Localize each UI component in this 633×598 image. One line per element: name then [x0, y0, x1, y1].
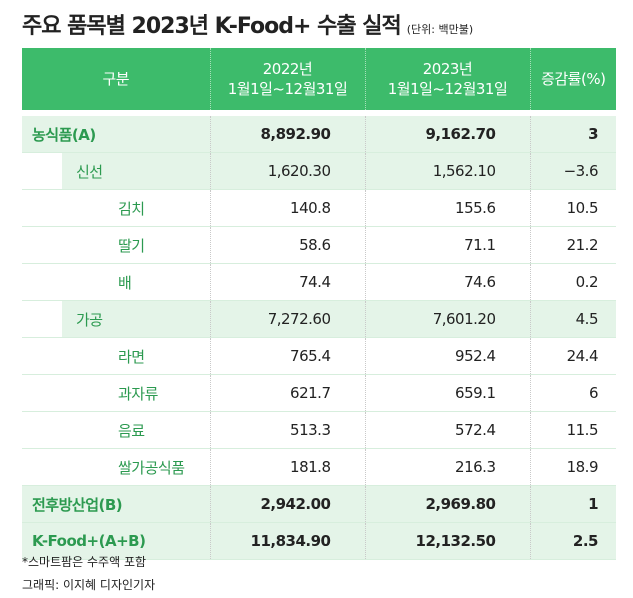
- change-rate: 4.5: [529, 300, 616, 338]
- table-row: 농식품(A) 8,892.90 9,162.70 3: [22, 110, 616, 153]
- change-rate: 0.2: [529, 263, 616, 301]
- export-value: 1,620.30: [209, 152, 365, 190]
- export-value: 765.4: [209, 337, 365, 375]
- table-body: 농식품(A) 8,892.90 9,162.70 3 신선 1,620.30 1,562.1…: [22, 110, 616, 560]
- header-cell: 2022년 1월1일~12월31일: [209, 48, 365, 113]
- row-label: 과자류: [22, 374, 210, 412]
- row-label: 신선: [22, 152, 210, 190]
- row-label: 음료: [22, 411, 210, 449]
- export-value: 952.4: [364, 337, 530, 375]
- export-value: 2,942.00: [209, 485, 365, 523]
- change-rate: 1: [529, 485, 616, 523]
- export-table: 구분 2022년 1월1일~12월31일 2023년 1월1일~12월31일 증감률…: [22, 48, 616, 560]
- export-value: 216.3: [364, 448, 530, 486]
- header-line: 2023년: [422, 60, 473, 78]
- table-row: 라면 765.4 952.4 24.4: [22, 337, 616, 375]
- export-value: 74.6: [364, 263, 530, 301]
- export-value: 58.6: [209, 226, 365, 264]
- export-value: 8,892.90: [209, 110, 365, 153]
- export-value: 71.1: [364, 226, 530, 264]
- table-row: 신선 1,620.30 1,562.10 −3.6: [22, 152, 616, 190]
- row-label: 가공: [22, 300, 210, 338]
- table-row: 전후방산업(B) 2,942.00 2,969.80 1: [22, 485, 616, 523]
- title-text: 주요 품목별 2023년 K-Food+ 수출 실적: [22, 14, 402, 39]
- change-rate: 18.9: [529, 448, 616, 486]
- header-cell: 2023년 1월1일~12월31일: [364, 48, 530, 113]
- row-label: 쌀가공식품: [22, 448, 210, 486]
- change-rate: 24.4: [529, 337, 616, 375]
- row-label: 딸기: [22, 226, 210, 264]
- export-value: 9,162.70: [364, 110, 530, 153]
- row-label: 전후방산업(B): [22, 485, 210, 523]
- table-row: K-Food+(A+B) 11,834.90 12,132.50 2.5: [22, 522, 616, 560]
- row-label: 라면: [22, 337, 210, 375]
- header-line: 2022년: [262, 60, 313, 78]
- change-rate: 21.2: [529, 226, 616, 264]
- export-value: 140.8: [209, 189, 365, 227]
- export-value: 659.1: [364, 374, 530, 412]
- export-value: 513.3: [209, 411, 365, 449]
- row-label: K-Food+(A+B): [22, 522, 210, 560]
- export-value: 1,562.10: [364, 152, 530, 190]
- export-value: 181.8: [209, 448, 365, 486]
- export-value: 12,132.50: [364, 522, 530, 560]
- export-value: 155.6: [364, 189, 530, 227]
- export-value: 572.4: [364, 411, 530, 449]
- row-label: 배: [22, 263, 210, 301]
- export-value: 7,272.60: [209, 300, 365, 338]
- export-value: 2,969.80: [364, 485, 530, 523]
- header-row: 구분 2022년 1월1일~12월31일 2023년 1월1일~12월31일 증감률…: [22, 48, 616, 113]
- credit: 그래픽: 이지혜 디자인기자: [22, 578, 156, 592]
- change-rate: 11.5: [529, 411, 616, 449]
- header-cell: 구분: [22, 48, 210, 113]
- change-rate: 2.5: [529, 522, 616, 560]
- unit: (단위: 백만불): [406, 23, 474, 36]
- table-row: 쌀가공식품 181.8 216.3 18.9: [22, 448, 616, 486]
- footnote: *스마트팜은 수주액 포함: [22, 555, 147, 569]
- table-row: 음료 513.3 572.4 11.5: [22, 411, 616, 449]
- table-row: 딸기 58.6 71.1 21.2: [22, 226, 616, 264]
- title: 주요 품목별 2023년 K-Food+ 수출 실적 (단위: 백만불): [22, 8, 473, 40]
- change-rate: −3.6: [529, 152, 616, 190]
- table-row: 배 74.4 74.6 0.2: [22, 263, 616, 301]
- header-cell: 증감률(%): [529, 48, 616, 113]
- header-line: 1월1일~12월31일: [227, 80, 348, 98]
- export-value: 621.7: [209, 374, 365, 412]
- change-rate: 3: [529, 110, 616, 153]
- export-value: 7,601.20: [364, 300, 530, 338]
- table-row: 김치 140.8 155.6 10.5: [22, 189, 616, 227]
- change-rate: 6: [529, 374, 616, 412]
- export-value: 11,834.90: [209, 522, 365, 560]
- row-label: 농식품(A): [22, 110, 210, 153]
- table-row: 가공 7,272.60 7,601.20 4.5: [22, 300, 616, 338]
- header-line: 1월1일~12월31일: [387, 80, 508, 98]
- row-label: 김치: [22, 189, 210, 227]
- export-value: 74.4: [209, 263, 365, 301]
- table-row: 과자류 621.7 659.1 6: [22, 374, 616, 412]
- change-rate: 10.5: [529, 189, 616, 227]
